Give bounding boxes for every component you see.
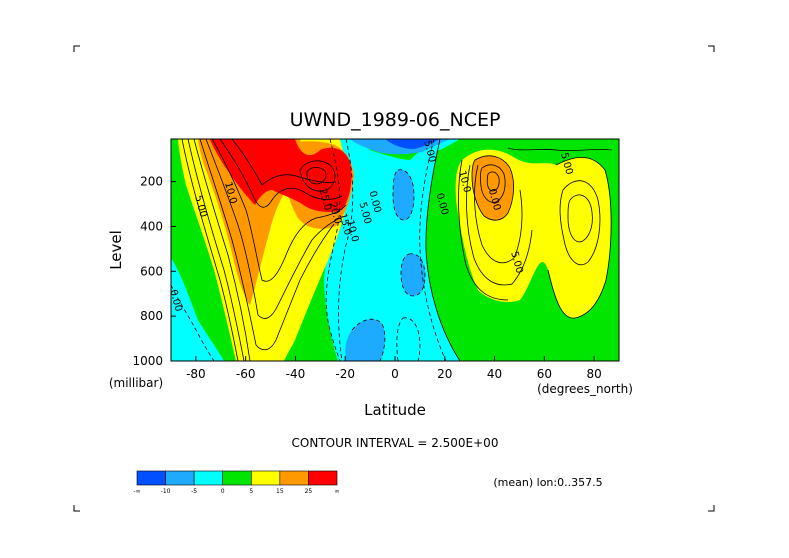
x-tick-label: 60 [537,367,552,381]
colorbar-tick-label: ∞ [335,488,340,495]
x-tick-label: -60 [236,367,256,381]
colorbar-tick-label: -5 [191,488,197,495]
x-axis-units: (degrees_north) [537,382,633,396]
x-tick-label: 80 [586,367,601,381]
contour-fill-neg5-to-0-south [171,258,224,361]
contour-fill-neg10-to-neg5-cell2 [401,253,425,296]
colorbar-swatch [136,470,166,486]
colorbar-tick-label: 5 [249,488,253,495]
y-tick-label: 600 [140,264,163,278]
y-tick-label: 1000 [132,354,163,368]
colorbar-swatch [279,470,309,486]
colorbar-swatch [308,470,338,486]
colorbar-swatch [222,470,252,486]
colorbar-swatch [165,470,195,486]
contour-lines [171,139,613,361]
y-tick-label: 200 [140,175,163,189]
chart-title: UWND_1989-06_NCEP [290,109,501,131]
x-axis-label: Latitude [364,401,426,419]
footnote-mean-lon: (mean) lon:0..357.5 [493,476,602,489]
x-axis: -80 -60 -40 -20 0 20 40 60 80 [186,356,602,381]
x-tick-label: -40 [286,367,306,381]
y-tick-label: 800 [140,309,163,323]
colorbar: -∞ -10 -5 0 5 15 25 ∞ [133,470,340,495]
x-tick-label: 0 [391,367,399,381]
x-tick-label: 40 [487,367,502,381]
contour-fill-neg10-to-neg5-cell1 [393,169,414,220]
x-tick-label: -20 [335,367,355,381]
crop-marks [73,45,715,512]
contour-fill-below-neg10-top [385,139,440,149]
colorbar-tick-label: -∞ [133,488,140,495]
colorbar-swatch [250,470,281,486]
colorbar-tick-label: 15 [276,488,284,495]
contour-fill-neg10-to-neg5-cell3 [345,319,385,361]
contour-field [171,139,619,361]
y-axis-label: Level [107,230,125,270]
y-tick-label: 400 [140,219,163,233]
y-axis-units: (millibar) [109,376,163,390]
x-tick-label: 20 [437,367,452,381]
colorbar-tick-label: 0 [221,488,225,495]
contour-fill-neg5-to-0-tropics [324,140,460,361]
x-tick-label: -80 [186,367,206,381]
colorbar-swatch [193,470,224,486]
contour-interval-text: CONTOUR INTERVAL = 2.500E+00 [292,436,499,450]
colorbar-tick-label: 25 [305,488,313,495]
colorbar-tick-label: -10 [161,488,171,495]
y-axis: 200 400 600 800 1000 [132,175,176,368]
